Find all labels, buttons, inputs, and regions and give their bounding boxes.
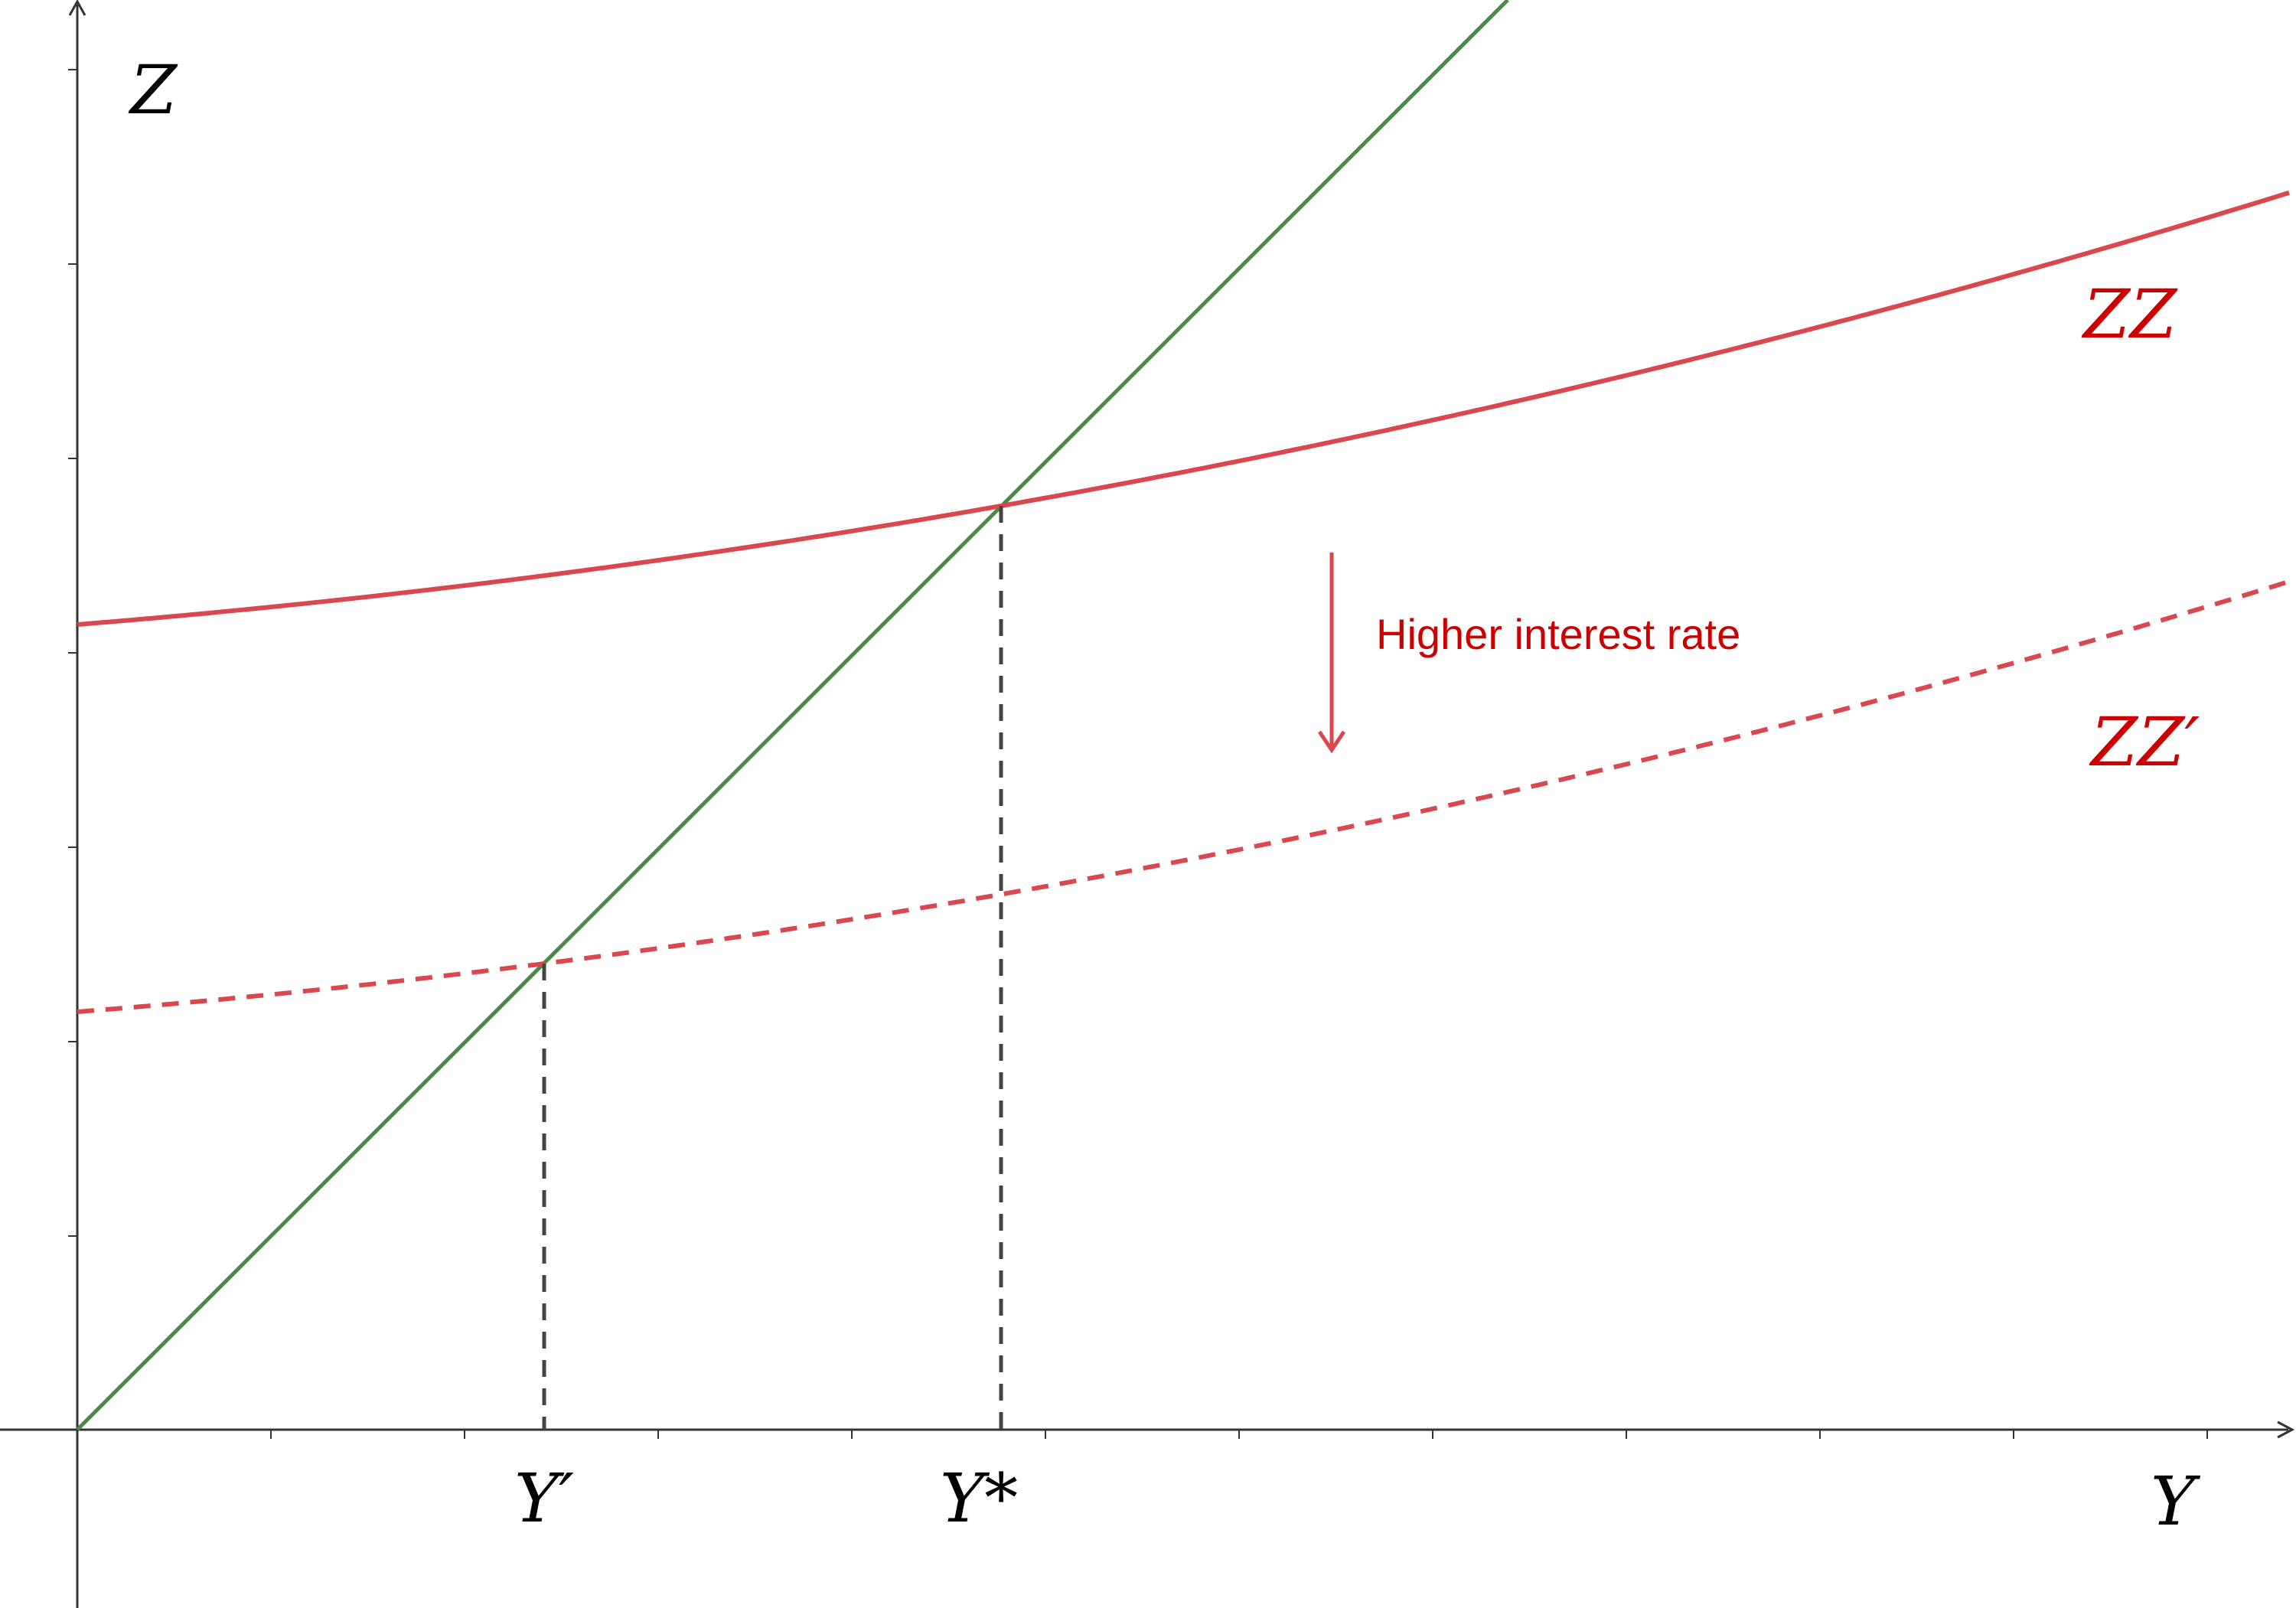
shift-down-arrow: [1317, 553, 1346, 754]
zz-prime-curve: [77, 579, 2290, 1014]
forty-five-degree-line: [76, 0, 1509, 1431]
y-star-label: Y*: [940, 1459, 1018, 1538]
zz-prime-label: ZZ′: [2089, 703, 2200, 781]
zz-curve: [77, 190, 2290, 627]
y-axis-label: Y: [2151, 1462, 2201, 1541]
tick-marks: [68, 69, 2208, 1439]
z-axis-arrowhead: [68, 0, 86, 16]
z-axis-label: Z: [128, 51, 178, 129]
y-prime-label: Y′: [514, 1459, 574, 1538]
y-axis-arrowhead: [2277, 1420, 2295, 1439]
zz-label: ZZ: [2081, 275, 2178, 354]
shift-annotation: Higher interest rate: [1376, 610, 1740, 658]
